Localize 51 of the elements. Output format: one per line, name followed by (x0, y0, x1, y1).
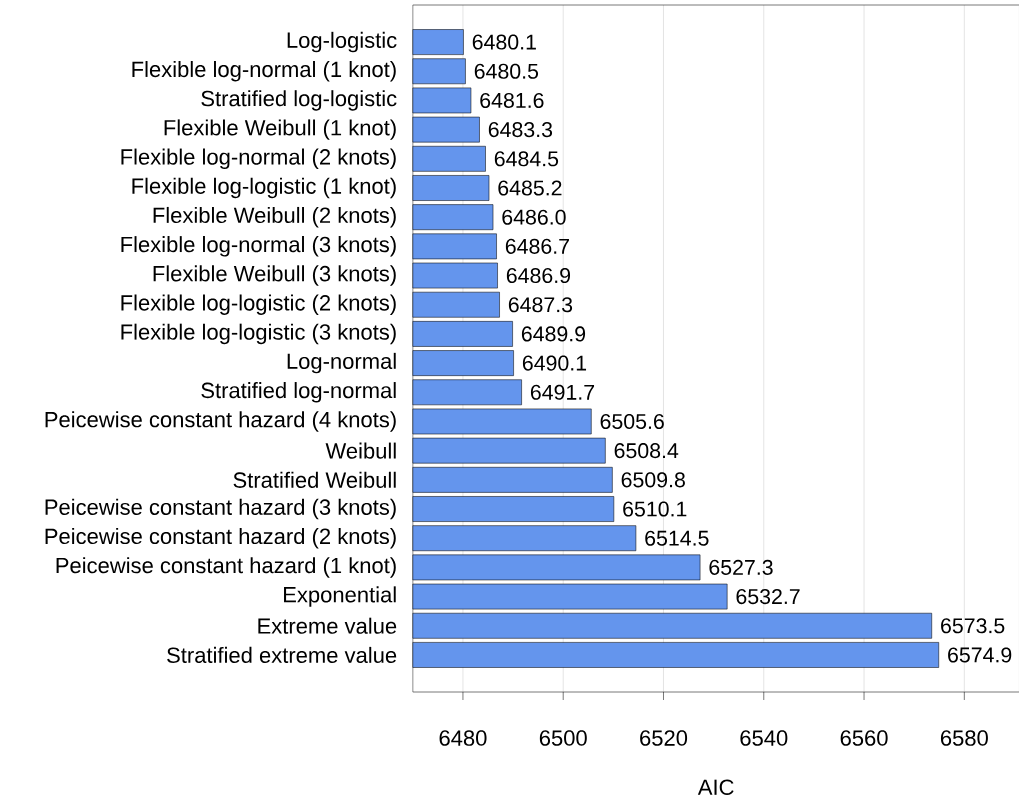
x-axis-title: AIC (697, 779, 734, 796)
data-label: 6510.1 (623, 501, 687, 517)
x-tick-label: 6480 (439, 730, 487, 746)
y-tick-label: Flexible Weibull (2 knots) (153, 206, 396, 228)
data-label: 6509.8 (621, 472, 685, 488)
y-tick-label: Weibull (325, 442, 396, 459)
y-tick-label: Flexible Weibull (3 knots) (153, 265, 396, 286)
y-tick-label: Log-logistic (287, 31, 397, 53)
data-label: 6505.6 (600, 413, 664, 430)
data-label: 6490.1 (522, 355, 587, 371)
data-label: 6486.7 (505, 238, 569, 254)
y-tick-label: Flexible log-logistic (1 knot) (132, 177, 396, 199)
data-label: 6573.5 (941, 618, 1005, 634)
y-tick-label: Exponential (284, 586, 396, 607)
data-label: 6487.3 (508, 297, 573, 313)
x-tick-label: 6580 (940, 730, 988, 746)
y-tick-label: Flexible log-normal (2 knots) (121, 148, 396, 170)
y-tick-label: Peicewise constant hazard (3 knots) (45, 498, 396, 520)
data-label: 6480.1 (472, 34, 536, 50)
x-tick-label: 6560 (840, 730, 888, 746)
y-tick-label: Stratified log-normal (201, 382, 396, 403)
y-tick-label: Extreme value (258, 617, 397, 634)
y-tick-label: Log-normal (287, 352, 396, 374)
x-tick-label: 6540 (740, 730, 788, 746)
data-label: 6485.2 (498, 180, 562, 196)
y-tick-label: Stratified log-logistic (201, 90, 397, 111)
data-label: 6489.9 (521, 326, 586, 342)
y-tick-label: Flexible Weibull (1 knot) (164, 119, 396, 140)
data-label: 6574.9 (948, 647, 1012, 663)
data-label: 6514.5 (645, 530, 709, 546)
data-label: 6527.3 (709, 559, 773, 575)
data-label: 6481.6 (480, 92, 544, 108)
y-tick-label: Stratified Weibull (233, 471, 396, 488)
data-label: 6532.7 (736, 589, 800, 605)
y-tick-label: Peicewise constant hazard (2 knots) (45, 527, 396, 549)
data-label: 6491.7 (530, 384, 595, 400)
y-tick-label: Peicewise constant hazard (1 knot) (56, 557, 396, 578)
y-tick-label: Peicewise constant hazard (4 knots) (45, 411, 396, 432)
y-tick-label: Flexible log-logistic (2 knots) (121, 294, 396, 315)
data-label: 6486.0 (502, 209, 566, 225)
data-label: 6508.4 (614, 443, 679, 459)
y-tick-label: Flexible log-normal (1 knot) (132, 61, 396, 82)
data-label: 6483.3 (488, 122, 553, 138)
y-tick-label: Flexible log-normal (3 knots) (121, 236, 396, 257)
data-label: 6486.9 (506, 268, 571, 284)
x-tick-label: 6500 (539, 730, 587, 746)
data-label: 6484.5 (494, 151, 559, 167)
y-tick-label: Stratified extreme value (167, 646, 397, 664)
y-tick-label: Flexible log-logistic (3 knots) (121, 323, 396, 345)
x-tick-label: 6520 (640, 730, 688, 746)
data-label: 6480.5 (474, 63, 539, 79)
